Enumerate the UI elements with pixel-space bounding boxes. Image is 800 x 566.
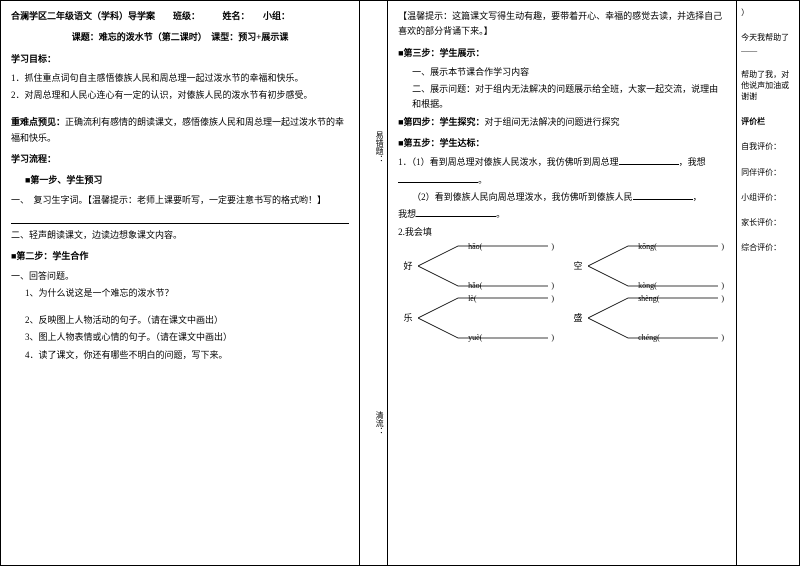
char-hao: 好 <box>398 259 418 272</box>
col2-b: 清流： <box>362 411 385 435</box>
q2b: ， <box>693 192 702 202</box>
blank <box>633 190 693 200</box>
step2-q1: 1、为什么说这是一个难忘的泼水节？ <box>11 286 349 301</box>
total-eval: 综合评价： <box>741 242 795 253</box>
paren: ) <box>551 294 554 303</box>
paren: ) <box>551 281 554 290</box>
fill-row-2: 乐 lè( yuè( ) ) 盛 shèng( chéng( ) ) <box>398 296 726 340</box>
blank <box>619 155 679 165</box>
step3-a: 一、展示本节课合作学习内容 <box>398 65 726 80</box>
paren: ) <box>551 333 554 342</box>
topic-line: 课题：难忘的泼水节（第二课时） 课型：预习+展示课 <box>11 30 349 45</box>
header-line: 合澜学区二年级语文（学科）导学案 班级： 姓名： 小组： <box>11 9 349 24</box>
self-eval: 自我评价： <box>741 141 795 152</box>
paren: ) <box>551 242 554 251</box>
step5-q2: （2）看到傣族人民向周总理泼水，我仿佛听到傣族人民 ， <box>398 190 726 205</box>
step2-q2: 2、反映图上人物活动的句子。（请在课文中画出） <box>11 313 349 328</box>
tip-text: 【温馨提示：这篇课文写得生动有趣，要带着开心、幸福的感觉去读，并选择自己喜欢的部… <box>398 9 726 40</box>
branch-shape: kōng( kòng( ) ) <box>588 244 718 288</box>
paren: ) <box>721 333 724 342</box>
column-1: 合澜学区二年级语文（学科）导学案 班级： 姓名： 小组： 课题：难忘的泼水节（第… <box>1 1 360 565</box>
help-text: 今天我帮助了____ <box>741 32 795 54</box>
worksheet-page: 合澜学区二年级语文（学科）导学案 班级： 姓名： 小组： 课题：难忘的泼水节（第… <box>0 0 800 566</box>
step4-title: ■第四步：学生探究： <box>398 117 484 127</box>
col2-a: 易错题： <box>362 131 385 163</box>
paren: ) <box>721 294 724 303</box>
branch-shape: hāo( hǎo( ) ) <box>418 244 548 288</box>
step2-title: ■第二步：学生合作 <box>11 249 349 264</box>
pinyin: hǎo( <box>468 281 482 290</box>
paren: ) <box>721 281 724 290</box>
note-mark: ） <box>741 7 795 18</box>
q1a: 1．（1）看到周总理对傣族人民泼水，我仿佛听到周总理 <box>398 157 619 167</box>
difficult-title: 重难点预见： <box>11 117 65 127</box>
pinyin: lè( <box>468 294 476 303</box>
step5-q1: 1．（1）看到周总理对傣族人民泼水，我仿佛听到周总理 ，我想 <box>398 155 726 170</box>
peer-eval: 同伴评价： <box>741 167 795 178</box>
difficult-line: 重难点预见：正确流利有感情的朗读课文，感悟傣族人民和周总理一起过泼水节的幸福和快… <box>11 115 349 146</box>
step2-q4: 4．读了课文，你还有哪些不明白的问题，写下来。 <box>11 348 349 363</box>
column-3: 【温馨提示：这篇课文写得生动有趣，要带着开心、幸福的感觉去读，并选择自己喜欢的部… <box>388 1 737 565</box>
step4-line: ■第四步：学生探究：对于组间无法解决的问题进行探究 <box>398 115 726 130</box>
branch-shape: shèng( chéng( ) ) <box>588 296 718 340</box>
char-le: 乐 <box>398 311 418 324</box>
column-2: 易错题： 清流： <box>360 1 388 565</box>
eval-title: 评价栏 <box>741 116 795 127</box>
pinyin: yuè( <box>468 333 482 342</box>
branch-shape: lè( yuè( ) ) <box>418 296 548 340</box>
goals-title: 学习目标： <box>11 52 349 67</box>
pinyin: kòng( <box>638 281 657 290</box>
char-sheng: 盛 <box>568 311 588 324</box>
step5-q2-cont: 我想 。 <box>398 207 726 222</box>
step5-title: ■第五步：学生达标： <box>398 136 726 151</box>
step5-q1-cont: 。 <box>398 173 726 188</box>
step1-title: ■第一步、学生预习 <box>11 173 349 188</box>
q2c: 我想 <box>398 209 416 219</box>
write-line <box>11 212 349 224</box>
q2d: 。 <box>496 209 505 219</box>
pinyin: hāo( <box>468 242 482 251</box>
char-kong: 空 <box>568 259 588 272</box>
blank <box>416 207 496 217</box>
q1b: ，我想 <box>679 157 706 167</box>
step3-b: 二、展示问题：对于组内无法解决的问题展示给全班，大家一起交流，说理由和根据。 <box>398 82 726 113</box>
fill-row-1: 好 hāo( hǎo( ) ) 空 kōng( kòng( ) ) <box>398 244 726 288</box>
pinyin: kōng( <box>638 242 657 251</box>
step4-text: 对于组间无法解决的问题进行探究 <box>485 117 620 127</box>
step1-item2: 二、轻声朗读课文，边读边想象课文内容。 <box>11 228 349 243</box>
fill-title: 2.我会填 <box>398 225 726 240</box>
step3-title: ■第三步：学生展示： <box>398 46 726 61</box>
group-eval: 小组评价： <box>741 192 795 203</box>
blank <box>398 173 478 183</box>
step2-q3: 3、图上人物表情或心情的句子。（请在课文中画出） <box>11 330 349 345</box>
step2-qtitle: 一、回答问题。 <box>11 269 349 284</box>
q1c: 。 <box>478 175 487 185</box>
goal-2: 2．对周总理和人民心连心有一定的认识，对傣族人民的泼水节有初步感受。 <box>11 88 349 103</box>
parent-eval: 家长评价： <box>741 217 795 228</box>
pinyin: shèng( <box>638 294 659 303</box>
pinyin: chéng( <box>638 333 660 342</box>
goal-1: 1．抓住重点词句自主感悟傣族人民和周总理一起过泼水节的幸福和快乐。 <box>11 71 349 86</box>
step1-item1: 一、 复习生字词。【温馨提示：老师上课要听写，一定要注意书写的格式哟！】 <box>11 193 349 208</box>
column-4: ） 今天我帮助了____ 帮助了我，对他说声加油或谢谢 评价栏 自我评价： 同伴… <box>737 1 799 565</box>
process-title: 学习流程： <box>11 152 349 167</box>
helped-text: 帮助了我，对他说声加油或谢谢 <box>741 69 795 103</box>
q2a: （2）看到傣族人民向周总理泼水，我仿佛听到傣族人民 <box>412 192 633 202</box>
paren: ) <box>721 242 724 251</box>
